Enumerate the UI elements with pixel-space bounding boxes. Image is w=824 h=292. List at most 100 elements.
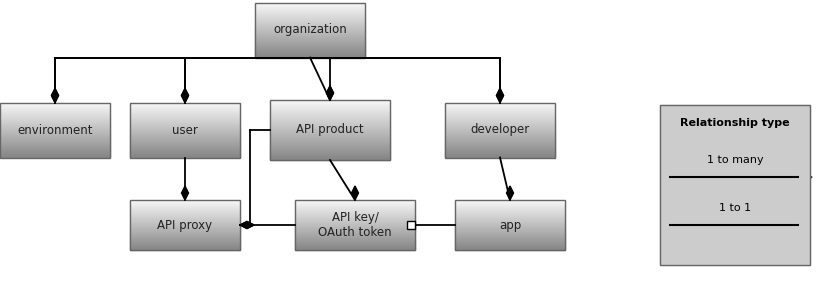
- Bar: [445, 131, 555, 132]
- Polygon shape: [326, 86, 334, 100]
- Bar: [455, 245, 565, 246]
- Bar: [270, 131, 390, 132]
- Bar: [130, 136, 240, 137]
- Bar: [407, 221, 415, 229]
- Bar: [445, 128, 555, 129]
- Bar: [455, 238, 565, 239]
- Text: environment: environment: [17, 124, 93, 136]
- Bar: [455, 223, 565, 224]
- Bar: [445, 129, 555, 130]
- Bar: [445, 139, 555, 140]
- Bar: [295, 242, 415, 243]
- Bar: [255, 24, 365, 25]
- Polygon shape: [181, 88, 189, 102]
- Bar: [255, 4, 365, 5]
- Bar: [130, 233, 240, 234]
- Bar: [130, 116, 240, 117]
- Bar: [445, 145, 555, 146]
- Bar: [295, 239, 415, 240]
- Bar: [255, 18, 365, 19]
- Bar: [455, 204, 565, 205]
- Bar: [130, 202, 240, 203]
- Bar: [270, 109, 390, 110]
- Bar: [130, 123, 240, 124]
- Bar: [130, 203, 240, 204]
- Text: API key/
OAuth token: API key/ OAuth token: [318, 211, 392, 239]
- Bar: [445, 149, 555, 150]
- Bar: [445, 116, 555, 117]
- Bar: [130, 129, 240, 130]
- Bar: [660, 261, 810, 265]
- Bar: [130, 230, 240, 231]
- Bar: [0, 140, 110, 141]
- Bar: [295, 228, 415, 229]
- Bar: [0, 149, 110, 150]
- Bar: [0, 116, 110, 117]
- Bar: [130, 151, 240, 152]
- Bar: [0, 147, 110, 148]
- Bar: [270, 147, 390, 148]
- Bar: [255, 43, 365, 44]
- Bar: [270, 126, 390, 127]
- Bar: [660, 165, 810, 169]
- Bar: [130, 145, 240, 146]
- Bar: [255, 23, 365, 24]
- Bar: [445, 109, 555, 110]
- Bar: [255, 29, 365, 30]
- Bar: [130, 225, 240, 226]
- Bar: [295, 216, 415, 217]
- Bar: [455, 246, 565, 247]
- Bar: [0, 135, 110, 136]
- Bar: [455, 207, 565, 208]
- Bar: [660, 169, 810, 173]
- Bar: [255, 26, 365, 27]
- Bar: [130, 153, 240, 154]
- Bar: [130, 222, 240, 223]
- Polygon shape: [326, 86, 334, 100]
- Bar: [130, 228, 240, 229]
- Bar: [660, 233, 810, 237]
- Bar: [445, 123, 555, 124]
- Bar: [0, 153, 110, 154]
- Bar: [445, 130, 555, 131]
- Bar: [130, 211, 240, 212]
- Bar: [295, 215, 415, 216]
- Bar: [130, 235, 240, 236]
- Bar: [0, 105, 110, 106]
- Bar: [130, 221, 240, 222]
- Bar: [0, 111, 110, 112]
- Polygon shape: [51, 88, 59, 102]
- Bar: [445, 146, 555, 147]
- Bar: [455, 234, 565, 235]
- Bar: [270, 116, 390, 117]
- Bar: [130, 208, 240, 209]
- Bar: [130, 205, 240, 206]
- Bar: [0, 107, 110, 108]
- Bar: [270, 129, 390, 130]
- Bar: [270, 132, 390, 133]
- Bar: [270, 125, 390, 126]
- Bar: [445, 132, 555, 133]
- Bar: [295, 245, 415, 246]
- Bar: [0, 137, 110, 138]
- Bar: [0, 106, 110, 107]
- Bar: [445, 112, 555, 113]
- Bar: [130, 239, 240, 240]
- Bar: [130, 231, 240, 232]
- Bar: [455, 232, 565, 233]
- Bar: [445, 114, 555, 115]
- Bar: [660, 213, 810, 217]
- Bar: [445, 122, 555, 123]
- Bar: [130, 200, 240, 250]
- Bar: [455, 212, 565, 213]
- Bar: [255, 3, 365, 58]
- Bar: [455, 221, 565, 222]
- Bar: [0, 141, 110, 142]
- Bar: [445, 156, 555, 157]
- Bar: [255, 16, 365, 17]
- Bar: [295, 201, 415, 202]
- Text: organization: organization: [273, 23, 347, 36]
- Bar: [295, 236, 415, 237]
- Bar: [455, 235, 565, 236]
- Bar: [270, 123, 390, 124]
